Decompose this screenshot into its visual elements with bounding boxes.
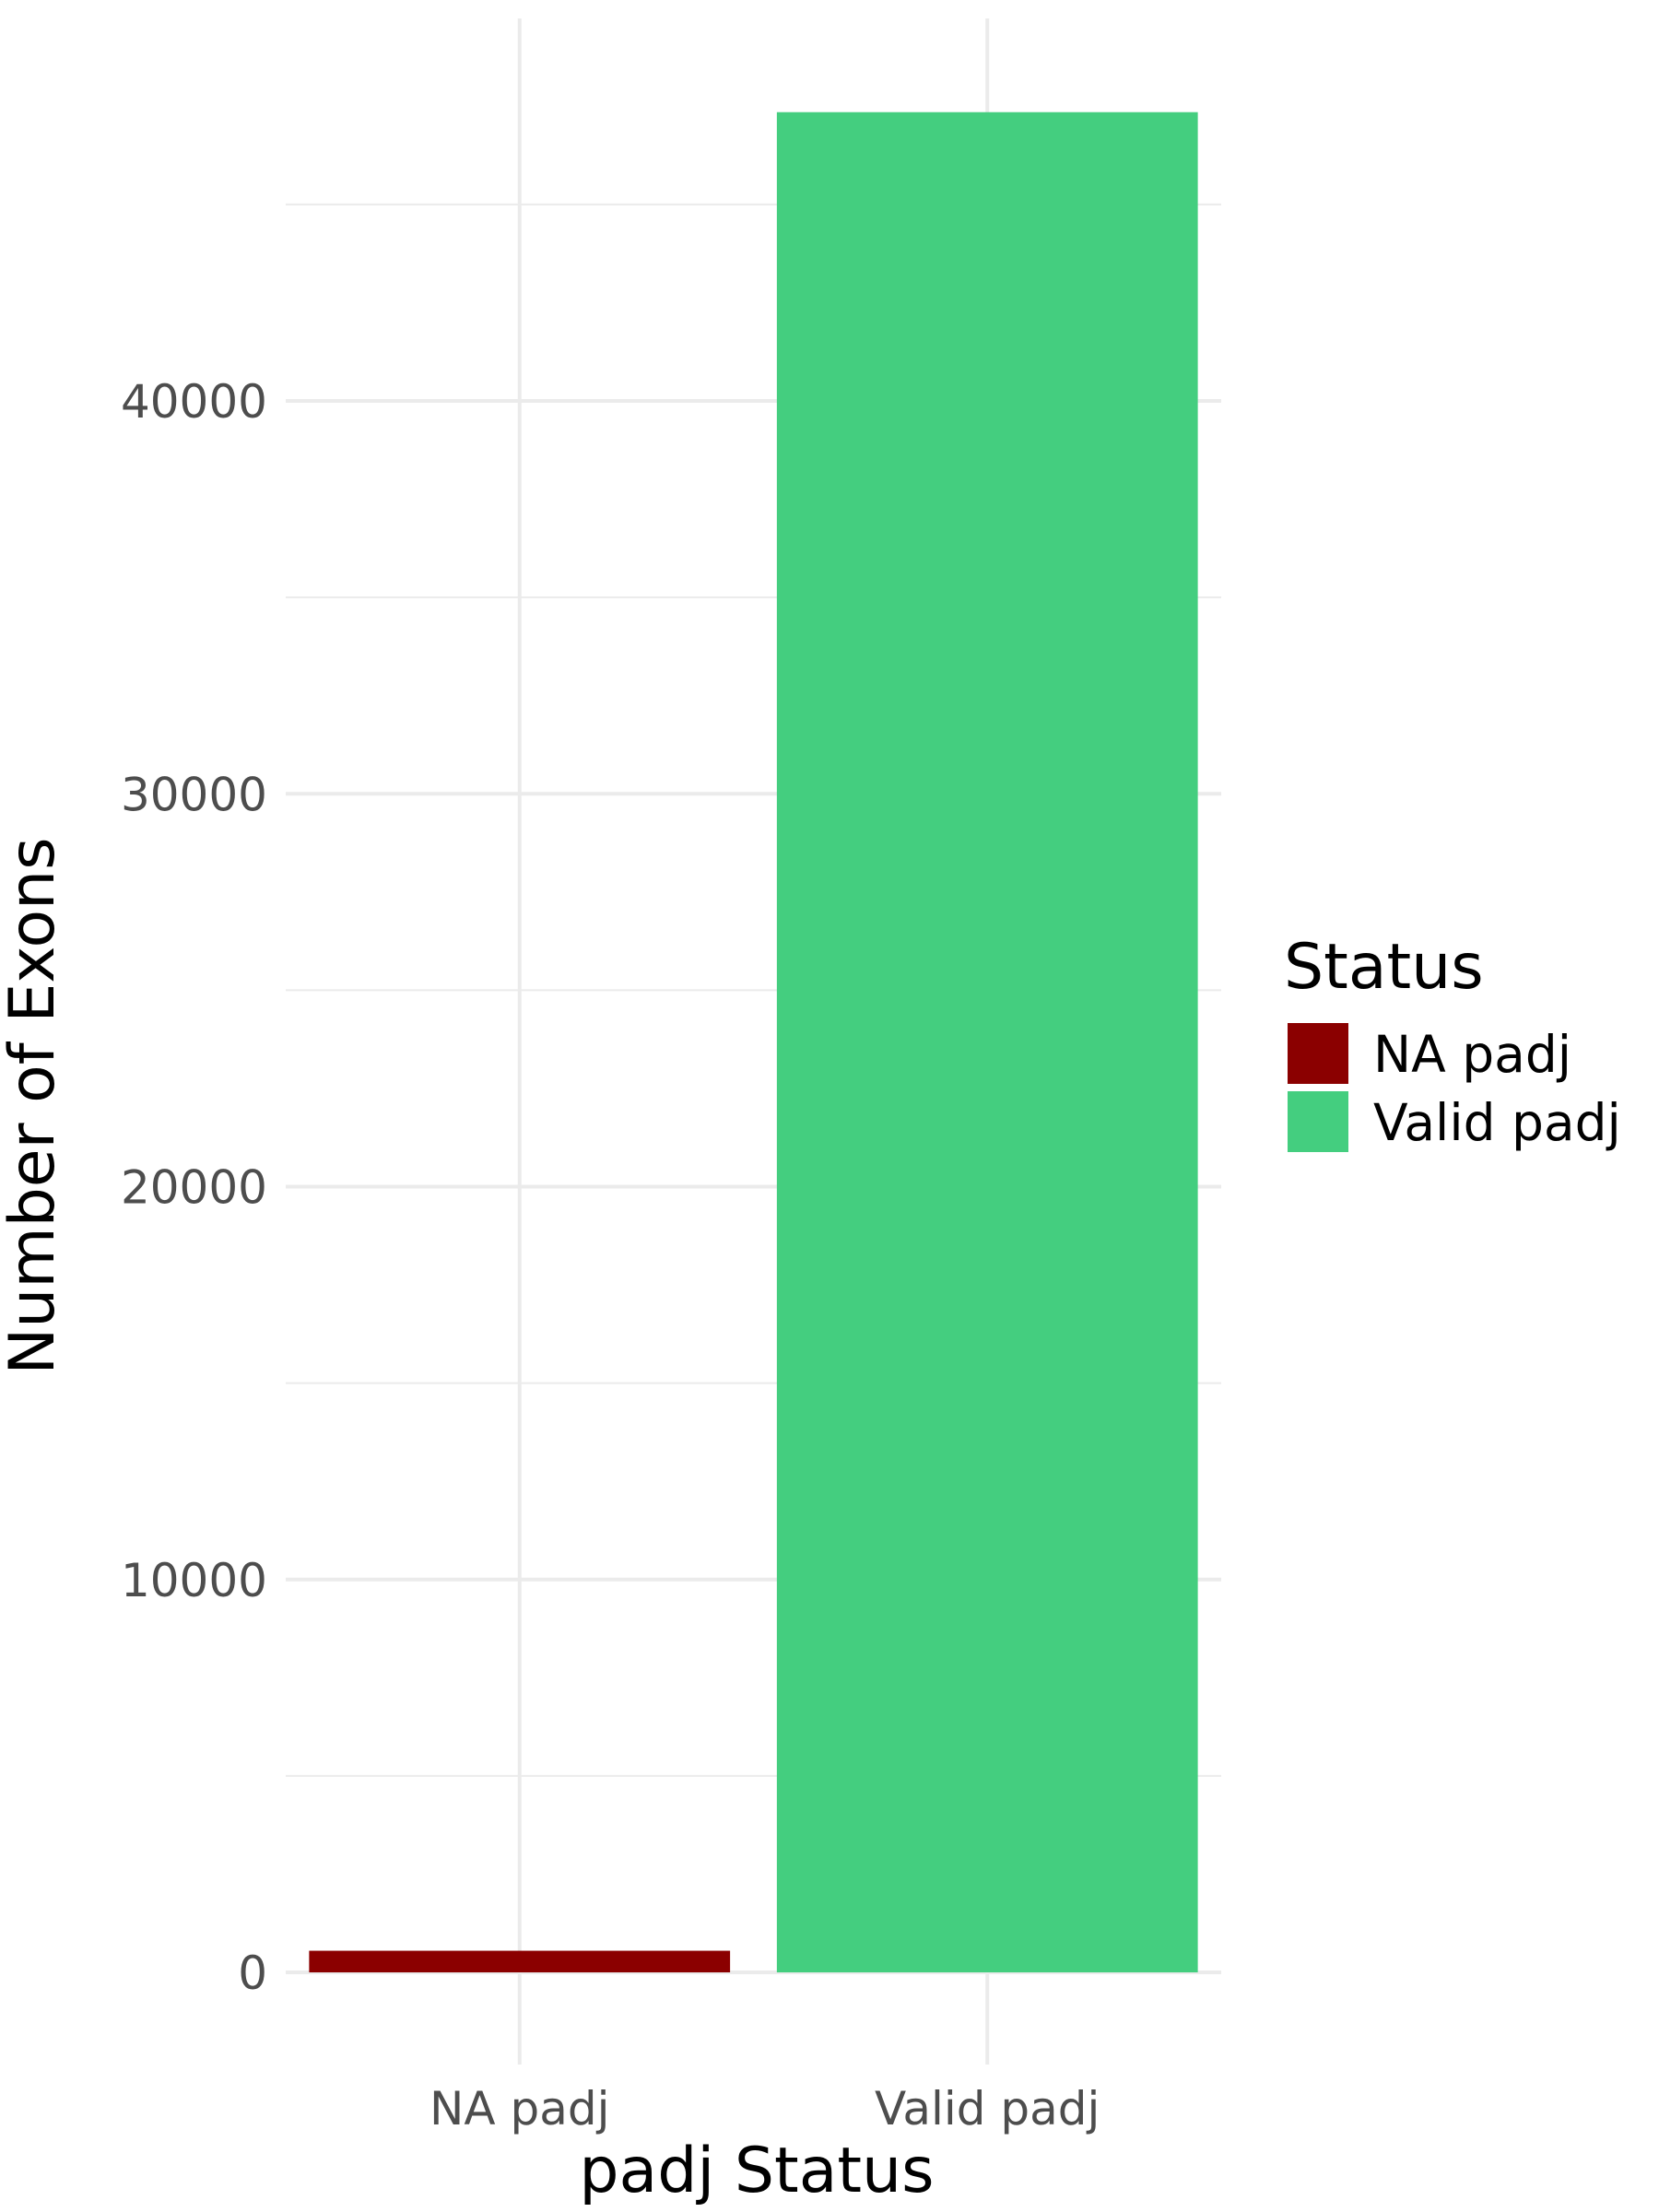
legend: Status NA padj Valid padj	[1284, 931, 1621, 1152]
bar-valid-padj	[776, 112, 1198, 1972]
legend-key-na-padj	[1288, 1023, 1348, 1084]
legend-title: Status	[1284, 931, 1484, 1004]
y-tick-label: 20000	[121, 1161, 267, 1215]
x-axis-ticks: NA padj Valid padj	[429, 2082, 1100, 2136]
x-tick-label: Valid padj	[875, 2082, 1100, 2136]
legend-label-valid-padj: Valid padj	[1373, 1093, 1621, 1152]
y-axis-ticks: 0 10000 20000 30000 40000	[121, 375, 267, 2000]
y-tick-label: 10000	[121, 1554, 267, 1607]
legend-key-valid-padj	[1288, 1091, 1348, 1152]
bar-na-padj	[309, 1950, 731, 1972]
x-axis-title: padj Status	[579, 2135, 934, 2207]
y-tick-label: 40000	[121, 375, 267, 429]
bars	[309, 112, 1198, 1972]
x-tick-label: NA padj	[429, 2082, 610, 2136]
y-axis-title: Number of Exons	[0, 837, 69, 1374]
legend-label-na-padj: NA padj	[1373, 1025, 1571, 1084]
y-tick-label: 0	[238, 1947, 267, 2000]
y-tick-label: 30000	[121, 768, 267, 821]
